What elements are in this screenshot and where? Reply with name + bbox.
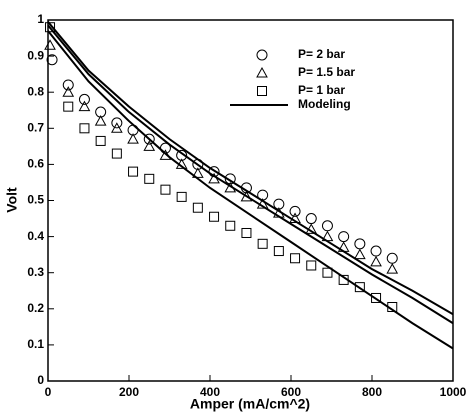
data-point (370, 245, 382, 257)
data-point (44, 39, 56, 50)
legend-label: P= 2 bar (298, 47, 345, 61)
legend-label: P= 1.5 bar (298, 65, 355, 79)
legend-label: Modeling (298, 97, 351, 111)
data-point (95, 135, 106, 146)
data-point (143, 140, 156, 151)
x-tick-label: 200 (119, 385, 139, 399)
data-point (273, 246, 284, 257)
data-point (144, 173, 155, 184)
x-tick-label: 600 (281, 385, 301, 399)
data-point (78, 100, 91, 112)
legend-marker (256, 66, 268, 78)
data-point (321, 220, 333, 232)
data-point (354, 282, 365, 293)
data-point (111, 117, 123, 129)
data-point (111, 148, 122, 159)
legend-marker (256, 49, 268, 61)
y-tick-label: 0.1 (27, 337, 44, 351)
y-tick-label: 0.4 (27, 229, 44, 243)
y-tick-label: 0.9 (27, 48, 44, 62)
data-point (128, 166, 139, 177)
data-point (192, 202, 203, 213)
data-point (386, 263, 399, 274)
y-tick-label: 0 (37, 373, 44, 387)
data-point (305, 213, 317, 225)
data-point (127, 133, 139, 144)
x-tick-label: 800 (362, 385, 382, 399)
data-point (63, 101, 74, 112)
data-point (225, 220, 236, 231)
data-point (160, 184, 171, 195)
data-point (322, 267, 333, 278)
data-point (62, 86, 75, 97)
data-point (111, 122, 123, 133)
model-line (47, 30, 454, 350)
legend-marker (257, 86, 267, 96)
data-point (79, 123, 90, 134)
data-point (209, 211, 220, 222)
y-tick-label: 0.8 (27, 84, 44, 98)
data-point (46, 54, 58, 66)
data-point (62, 79, 74, 91)
x-tick-label: 0 (45, 385, 52, 399)
x-tick-label: 400 (200, 385, 220, 399)
y-tick-label: 1 (37, 12, 44, 26)
x-axis-label: Amper (mA/cm^2) (190, 396, 310, 412)
data-point (241, 227, 252, 238)
data-point (240, 190, 253, 202)
data-point (371, 292, 382, 303)
data-point (290, 253, 301, 264)
legend-label: P= 1 bar (298, 83, 345, 97)
data-point (143, 133, 155, 145)
data-point (289, 212, 301, 224)
data-point (176, 191, 187, 202)
data-point (289, 205, 301, 217)
y-tick-label: 0.2 (27, 301, 44, 315)
data-point (338, 231, 350, 243)
data-point (306, 260, 317, 271)
model-line (47, 24, 454, 325)
data-point (370, 255, 382, 267)
data-point (257, 238, 268, 249)
model-line (47, 21, 454, 316)
data-point (94, 115, 107, 126)
x-tick-label: 1000 (440, 385, 467, 399)
y-axis-label: Volt (4, 187, 20, 213)
y-tick-label: 0.5 (27, 193, 44, 207)
data-point (354, 238, 366, 250)
data-point (78, 93, 90, 105)
data-point (354, 248, 366, 260)
data-point (386, 252, 398, 264)
y-tick-label: 0.3 (27, 265, 44, 279)
y-tick-label: 0.7 (27, 120, 44, 134)
y-tick-label: 0.6 (27, 157, 44, 171)
